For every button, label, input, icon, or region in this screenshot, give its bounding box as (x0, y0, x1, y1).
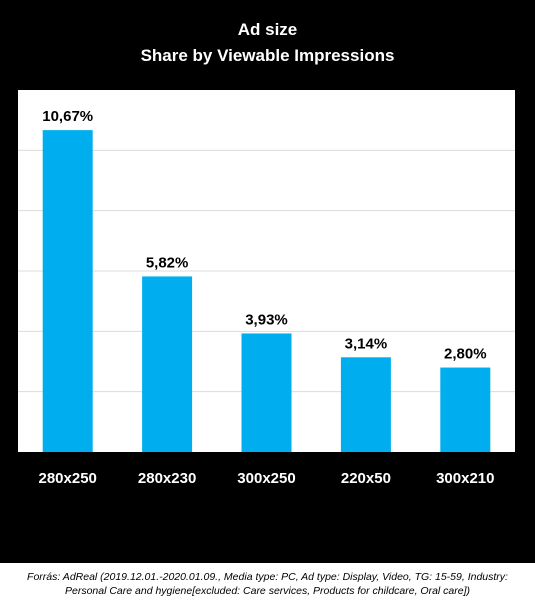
chart-frame: Ad size Share by Viewable Impressions 10… (0, 0, 535, 563)
source-note: Forrás: AdReal (2019.12.01.-2020.01.09.,… (0, 570, 535, 598)
data-label: 3,14% (345, 335, 388, 352)
source-note-line1: Forrás: AdReal (2019.12.01.-2020.01.09.,… (27, 571, 508, 583)
data-label: 5,82% (146, 254, 189, 271)
x-tick-label: 280x230 (138, 470, 196, 487)
data-label: 10,67% (42, 108, 93, 125)
x-tick-label: 300x210 (436, 470, 494, 487)
data-label: 2,80% (444, 346, 487, 363)
data-label: 3,93% (245, 311, 288, 328)
bar-300x250 (241, 333, 292, 452)
bar-chart: 10,67% 280x250 5,82% 280x230 3,93% 300x250 3,1… (18, 108, 515, 487)
chart-title: Ad size (237, 20, 298, 39)
x-tick-label: 300x250 (237, 470, 295, 487)
source-note-line2: Personal Care and hygiene[excluded: Care… (64, 585, 471, 597)
x-tick-label: 280x250 (38, 470, 96, 487)
bar-280x230 (142, 276, 193, 452)
x-tick-label: 220x50 (341, 470, 391, 487)
bar-300x210 (440, 367, 491, 452)
bar-280x250 (42, 130, 93, 452)
chart-subtitle: Share by Viewable Impressions (140, 46, 395, 65)
bar-220x50 (340, 357, 391, 452)
